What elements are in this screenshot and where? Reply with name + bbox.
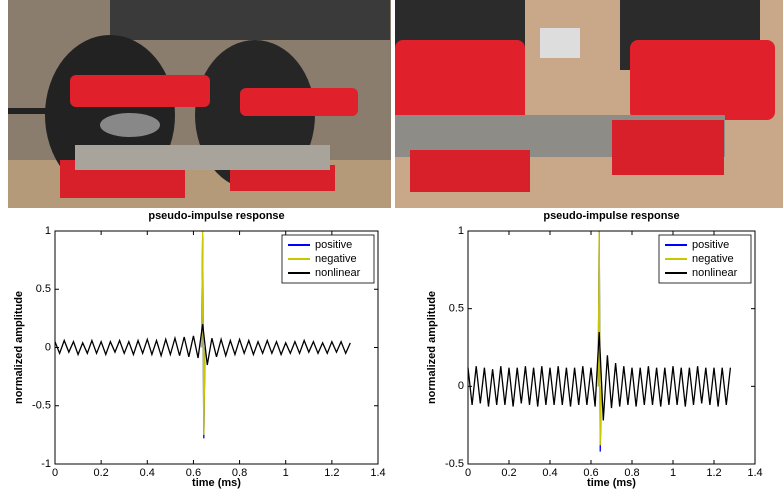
- legend-label: positive: [692, 239, 729, 251]
- y-axis-label: normalized amplitude: [426, 291, 438, 404]
- x-tick-label: 0: [465, 467, 471, 479]
- x-tick-label: 1: [283, 467, 289, 479]
- x-tick-label: 1.2: [706, 467, 721, 479]
- chart-title: pseudo-impulse response: [543, 210, 679, 222]
- legend-label: nonlinear: [315, 267, 361, 279]
- plot-frame: [467, 230, 756, 465]
- y-tick-label: -1: [41, 458, 51, 470]
- x-axis-label: time (ms): [587, 477, 636, 489]
- legend-label: positive: [315, 239, 352, 251]
- legend-label: negative: [692, 253, 734, 265]
- y-tick-label: 1: [458, 225, 464, 237]
- y-tick-label: 1: [45, 225, 51, 237]
- chart-title: pseudo-impulse response: [148, 210, 284, 222]
- y-tick-label: 0.5: [36, 283, 51, 295]
- x-tick-label: 0.2: [93, 467, 108, 479]
- x-tick-label: 0.8: [624, 467, 639, 479]
- x-tick-label: 0: [52, 467, 58, 479]
- y-axis-label: normalized amplitude: [13, 291, 25, 404]
- series-line: [467, 331, 732, 421]
- x-tick-label: 1.4: [370, 467, 385, 479]
- y-tick-label: 0.5: [449, 303, 464, 315]
- x-tick-label: 0.6: [583, 467, 598, 479]
- y-tick-label: 0: [45, 341, 51, 353]
- y-tick-label: -0.5: [445, 458, 464, 470]
- legend-label: nonlinear: [692, 267, 738, 279]
- x-tick-label: 0.6: [186, 467, 201, 479]
- x-tick-label: 0.4: [140, 467, 155, 479]
- legend-label: negative: [315, 253, 357, 265]
- x-tick-label: 0.4: [542, 467, 557, 479]
- x-tick-label: 1: [670, 467, 676, 479]
- series-line: [54, 324, 351, 366]
- x-tick-label: 0.8: [232, 467, 247, 479]
- x-tick-label: 0.2: [501, 467, 516, 479]
- x-tick-label: 1.2: [324, 467, 339, 479]
- x-axis-label: time (ms): [192, 477, 241, 489]
- x-tick-label: 1.4: [747, 467, 762, 479]
- photo-left: [8, 0, 391, 208]
- y-tick-label: 0: [458, 380, 464, 392]
- photo-right: [395, 0, 783, 208]
- y-tick-label: -0.5: [32, 400, 51, 412]
